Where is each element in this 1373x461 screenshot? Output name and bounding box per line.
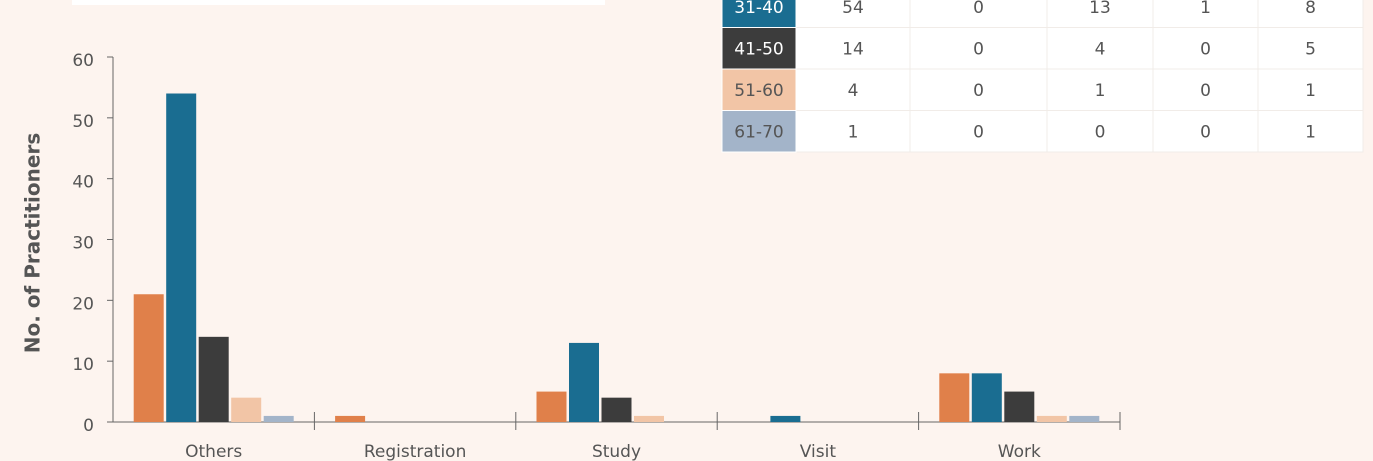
row-label-cell: [721, 110, 797, 153]
x-tick-label: Work: [998, 442, 1041, 461]
x-tick-label: Visit: [800, 442, 837, 461]
table-cell: 0: [1200, 122, 1211, 142]
table-cell: 14: [842, 39, 864, 59]
table-row: [721, 110, 1364, 153]
row-label: 41-50: [734, 39, 783, 59]
y-tick-label: 20: [72, 294, 94, 314]
bar: [263, 415, 294, 422]
bar: [231, 397, 262, 422]
bar: [1004, 391, 1035, 422]
x-tick-label: Study: [592, 442, 641, 461]
table-cell: 1: [1095, 81, 1106, 101]
table-cell: 4: [1095, 39, 1106, 59]
table-cell: 1: [1200, 0, 1211, 18]
x-tick-label: Registration: [364, 442, 467, 461]
row-label: 61-70: [734, 122, 783, 142]
bar: [1036, 415, 1067, 422]
row-label-cell: [721, 0, 797, 28]
bar: [569, 342, 599, 422]
bar: [198, 336, 229, 422]
y-axis-label: No. of Practitioners: [21, 133, 45, 353]
bar: [1069, 415, 1100, 422]
y-tick-label: 0: [83, 416, 94, 436]
table-row: [721, 68, 1364, 111]
bar: [536, 391, 567, 422]
table-cell: 0: [973, 81, 984, 101]
bar: [634, 415, 664, 422]
table-cell: 8: [1305, 0, 1316, 18]
x-tick-label: Others: [185, 442, 242, 461]
table-cell: 1: [1305, 122, 1316, 142]
table-cell: 4: [848, 81, 859, 101]
table-cell: 13: [1089, 0, 1111, 18]
row-label: 51-60: [734, 81, 783, 101]
table-cell: 1: [848, 122, 859, 142]
table-cell: 0: [1200, 39, 1211, 59]
row-label: 31-40: [734, 0, 783, 18]
top-panel: [72, 0, 605, 5]
table-cell: 0: [1200, 81, 1211, 101]
bar: [971, 373, 1002, 422]
table-cell: 0: [973, 122, 984, 142]
bar: [601, 397, 632, 422]
y-tick-label: 40: [72, 173, 94, 193]
table-row: [721, 0, 1364, 28]
y-tick-label: 60: [72, 51, 94, 71]
y-tick-label: 10: [72, 355, 94, 375]
bar: [770, 415, 801, 422]
table-cell: 1: [1305, 81, 1316, 101]
table-cell: 0: [973, 0, 984, 18]
y-tick-label: 50: [72, 112, 94, 132]
table-cell: 54: [842, 0, 864, 18]
bar: [166, 93, 197, 422]
bar: [335, 415, 366, 422]
table-cell: 5: [1305, 39, 1316, 59]
table-cell: 0: [1095, 122, 1106, 142]
bar: [133, 294, 164, 422]
row-label-cell: [721, 27, 797, 70]
bar: [939, 373, 970, 422]
table-row: [721, 27, 1364, 70]
table-cell: 0: [973, 39, 984, 59]
y-tick-label: 30: [72, 234, 94, 254]
